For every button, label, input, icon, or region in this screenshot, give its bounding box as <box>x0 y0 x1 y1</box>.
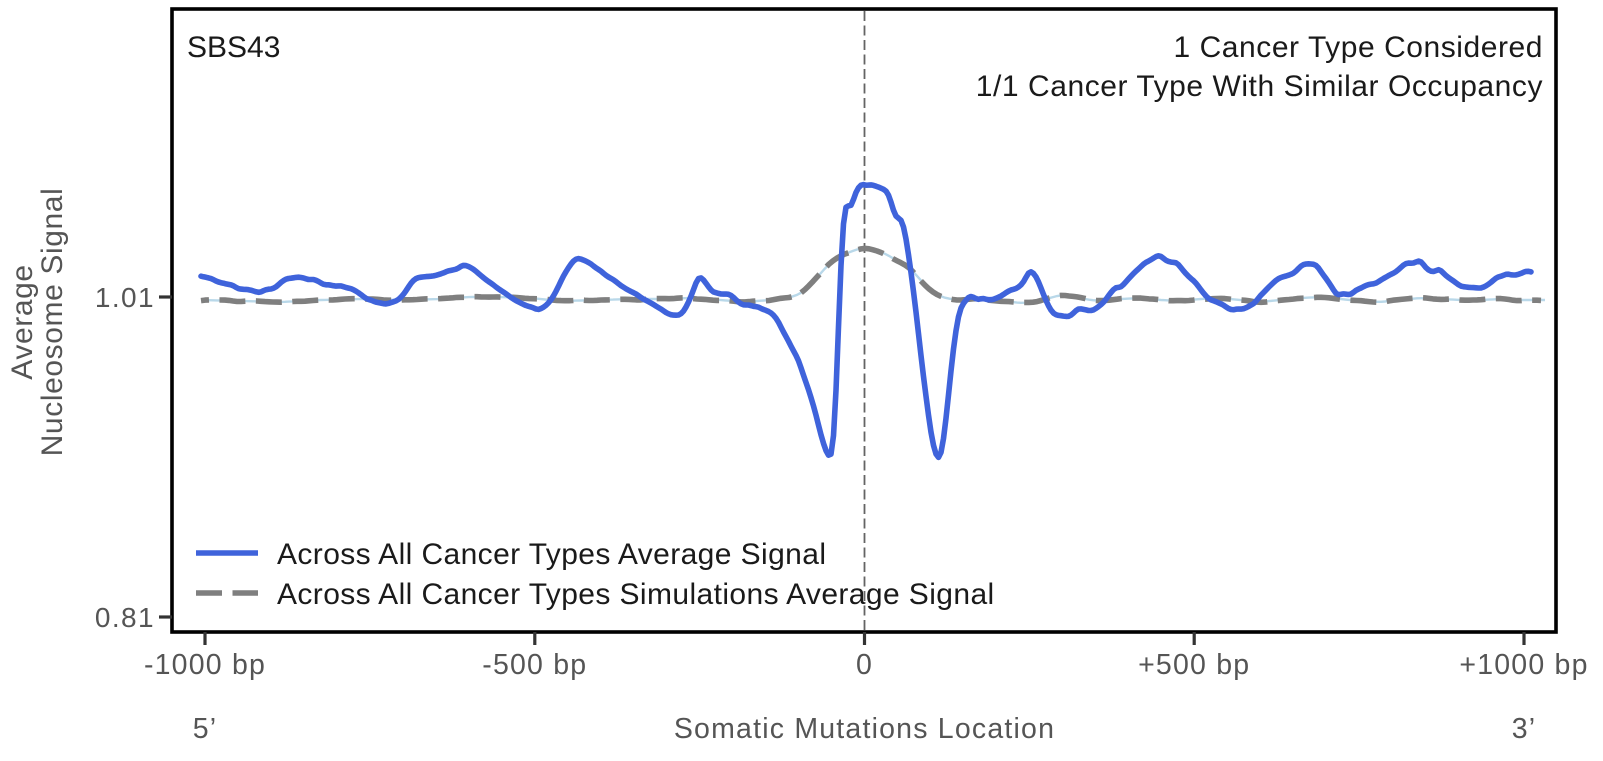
svg-text:+1000 bp: +1000 bp <box>1459 649 1588 681</box>
svg-text:0: 0 <box>856 649 873 681</box>
svg-text:3’: 3’ <box>1512 713 1537 745</box>
svg-text:Somatic Mutations Location: Somatic Mutations Location <box>674 713 1055 745</box>
svg-text:+500 bp: +500 bp <box>1138 649 1250 681</box>
svg-text:1 Cancer Type Considered: 1 Cancer Type Considered <box>1173 31 1543 64</box>
svg-text:Across All Cancer Types Simula: Across All Cancer Types Simulations Aver… <box>277 578 995 611</box>
svg-text:1/1 Cancer Type With Similar O: 1/1 Cancer Type With Similar Occupancy <box>976 70 1543 103</box>
svg-text:1.01: 1.01 <box>95 282 155 313</box>
svg-text:-500 bp: -500 bp <box>482 649 587 681</box>
svg-text:0.81: 0.81 <box>95 602 155 633</box>
svg-text:Nucleosome Signal: Nucleosome Signal <box>36 188 69 457</box>
svg-text:Average: Average <box>6 264 39 379</box>
svg-text:-1000 bp: -1000 bp <box>144 649 266 681</box>
svg-text:5’: 5’ <box>193 713 218 745</box>
svg-text:Across All Cancer Types Averag: Across All Cancer Types Average Signal <box>277 538 826 571</box>
svg-text:SBS43: SBS43 <box>187 31 280 64</box>
